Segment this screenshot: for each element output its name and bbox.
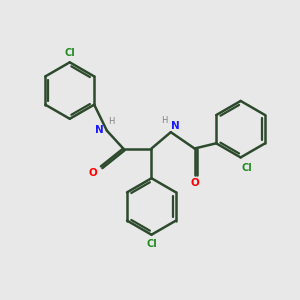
Text: N: N bbox=[171, 121, 180, 131]
Text: H: H bbox=[108, 117, 114, 126]
Text: O: O bbox=[190, 178, 199, 188]
Text: O: O bbox=[88, 168, 98, 178]
Text: H: H bbox=[161, 116, 167, 125]
Text: Cl: Cl bbox=[64, 48, 75, 58]
Text: N: N bbox=[94, 125, 103, 135]
Text: Cl: Cl bbox=[242, 163, 253, 173]
Text: Cl: Cl bbox=[146, 239, 157, 249]
